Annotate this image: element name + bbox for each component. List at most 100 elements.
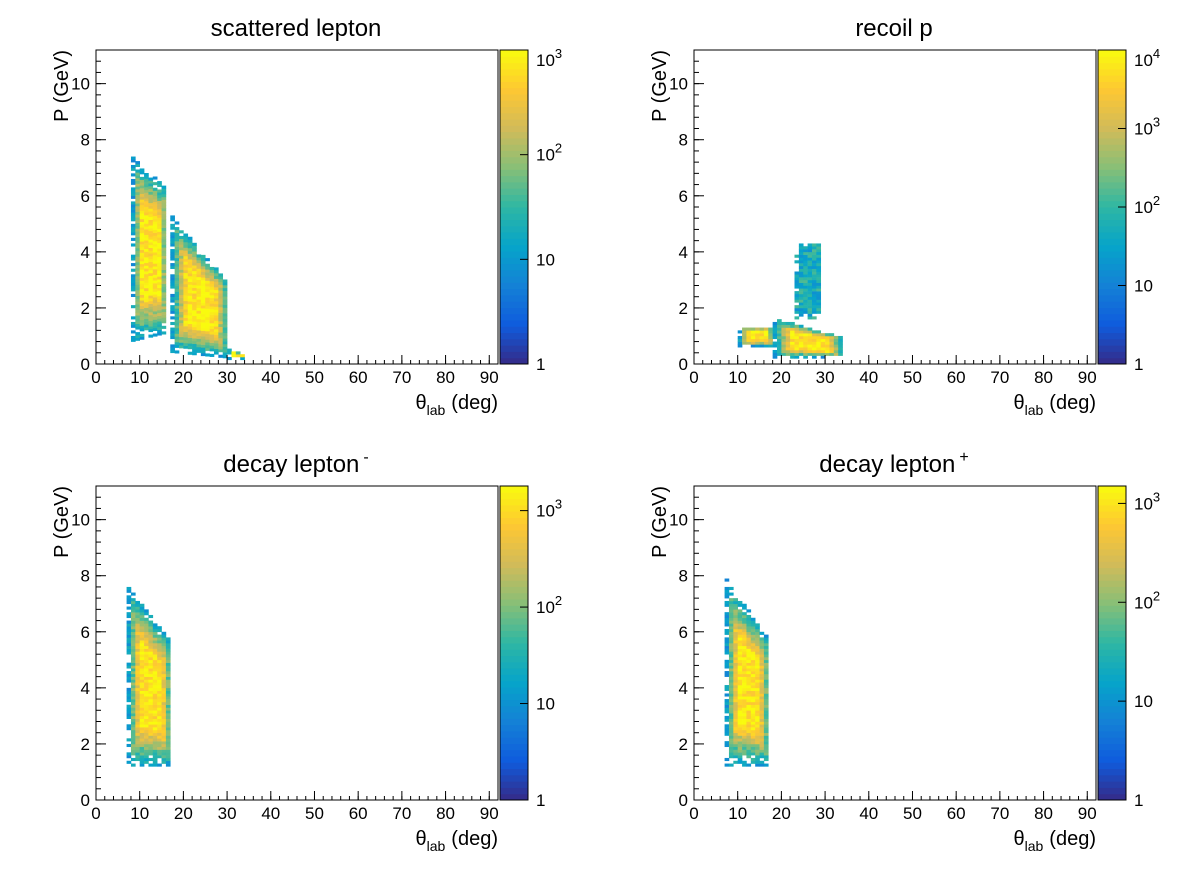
heatmap-cell [139,182,145,186]
heatmap-cell [179,314,184,318]
x-tick-label: 90 [480,368,499,387]
heatmap-cell [816,307,822,312]
heatmap-cell [139,659,145,663]
heatmap-cell [139,763,145,767]
heatmap-cell [148,244,154,248]
heatmap-cell [152,679,158,683]
heatmap-cell [737,338,743,342]
colorbar-segment [500,137,528,145]
heatmap-cell [750,749,756,753]
heatmap-cell [750,757,756,762]
heatmap-cell [179,263,184,268]
heatmap-cell [798,352,804,356]
heatmap-cell [179,334,184,338]
colorbar-segment [500,100,528,108]
heatmap-cell [126,640,132,644]
x-tick-label: 80 [436,804,455,823]
heatmap-cell [833,341,839,345]
heatmap-cell [152,657,158,661]
heatmap-cell [126,614,132,619]
heatmap-cell [130,741,136,745]
heatmap-cell [728,735,734,739]
heatmap-cell [811,347,817,351]
heatmap-cell [187,284,193,288]
heatmap-cell [737,735,743,739]
colorbar-segment [1098,498,1126,506]
heatmap-cell [139,645,145,649]
heatmap-cell [798,277,804,281]
heatmap-cell [148,284,154,288]
heatmap-cell [222,329,228,334]
heatmap-cell [742,333,747,337]
heatmap-cell [746,338,752,342]
colorbar-segment [500,737,528,744]
heatmap-cell [135,693,140,697]
colorbar-segment [500,705,528,713]
heatmap-cell [763,746,769,750]
heatmap-cell [755,701,760,705]
heatmap-cell [165,707,171,711]
heatmap-cell [135,746,140,750]
heatmap-cell [200,338,206,343]
heatmap-cell [139,272,145,276]
heatmap-cell [737,713,743,717]
heatmap-cell [161,634,167,638]
x-tick-label: 80 [1034,368,1053,387]
heatmap-cell [777,327,782,331]
heatmap-cell [157,262,162,266]
heatmap-cell [135,183,140,187]
heatmap-cell [161,297,167,301]
heatmap-cell [148,292,154,296]
heatmap-cell [130,257,136,261]
heatmap-cell [139,249,145,253]
heatmap-cell [205,331,210,335]
heatmap-cell [816,349,822,354]
heatmap-cell [187,304,193,308]
heatmap-cell [157,245,162,249]
heatmap-cell [196,324,202,328]
heatmap-cell [733,668,738,672]
heatmap-cell [192,298,197,302]
heatmap-cell [733,628,738,633]
heatmap-cell [139,190,145,194]
heatmap-cell [737,623,743,627]
heatmap-cell [139,724,145,728]
heatmap-cell [139,648,145,652]
heatmap-cell [759,662,765,666]
heatmap-cell [148,696,154,700]
colorbar-segment [1098,712,1126,719]
heatmap-cell [152,749,158,753]
heatmap-cell [152,637,158,641]
heatmap-cell [174,266,180,270]
heatmap-cell [144,760,149,764]
heatmap-cell [157,256,162,260]
heatmap-cell [161,715,167,719]
heatmap-cell [196,282,202,286]
heatmap-cell [179,311,184,315]
heatmap-cell [144,749,149,753]
heatmap-cell [165,640,171,644]
colorbar [499,49,529,365]
x-tick-label: 80 [1034,804,1053,823]
heatmap-cell [733,713,738,717]
heatmap-cell [816,246,822,250]
heatmap-cell [187,247,193,252]
colorbar-segment [500,693,528,701]
heatmap-cell [772,341,778,345]
heatmap-cell [130,659,136,663]
colorbar-segment [500,81,528,89]
heatmap-cell [777,319,782,323]
heatmap-cell [144,315,149,320]
heatmap-cell [130,187,136,191]
heatmap-cell [192,259,197,263]
heatmap-cell [135,334,140,339]
heatmap-cell [144,718,149,722]
heatmap-cell [209,337,215,341]
heatmap-cell [130,195,136,199]
heatmap-cell [135,323,140,327]
heatmap-cell [755,749,760,753]
heatmap-cell [811,279,817,283]
heatmap-cell [135,743,140,748]
colorbar-segment [500,156,528,164]
heatmap-cell [130,713,136,717]
